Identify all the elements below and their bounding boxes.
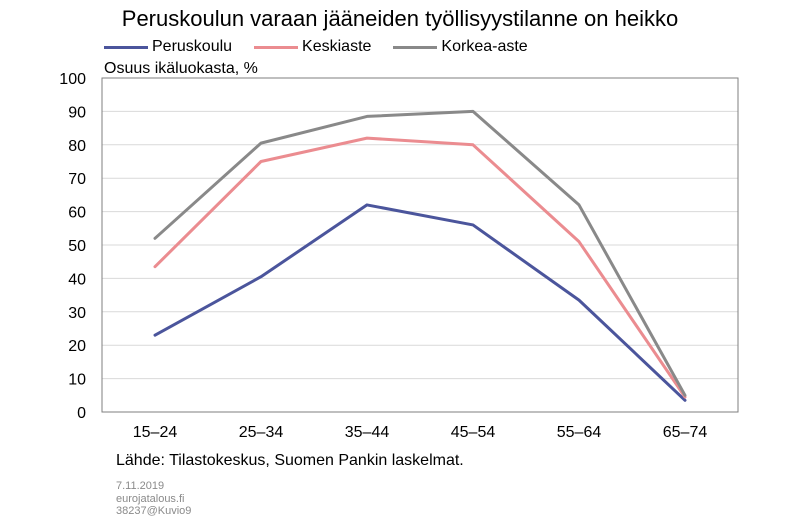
x-tick-label: 45–54 xyxy=(451,424,496,441)
legend-label-korkea-aste: Korkea-aste xyxy=(441,38,528,55)
series-line-peruskoulu xyxy=(153,203,687,402)
legend-label-keskiaste: Keskiaste xyxy=(302,38,372,55)
legend-swatch-keskiaste xyxy=(254,45,299,49)
site-name: eurojatalous.fi xyxy=(116,493,185,505)
tick-label-layer: 0 10 20 30 40 50 60 70 80 90 100 15–24 25–34 35–44 45–… xyxy=(59,71,707,441)
x-tick-label: 35–44 xyxy=(345,424,390,441)
x-tick-label: 65–74 xyxy=(663,424,708,441)
y-tick-label: 70 xyxy=(68,171,86,188)
y-tick-label: 10 xyxy=(68,372,86,389)
legend-swatch-peruskoulu xyxy=(104,45,148,49)
chart-title: Peruskoulun varaan jääneiden työllisyyst… xyxy=(121,6,679,31)
axis-layer xyxy=(101,77,739,413)
publish-date: 7.11.2019 xyxy=(116,480,165,492)
series-line-keskiaste xyxy=(153,136,687,399)
plot-frame xyxy=(101,77,739,413)
y-tick-label: 90 xyxy=(68,104,86,121)
y-tick-label: 20 xyxy=(68,338,86,355)
series-line-korkea-aste xyxy=(153,109,687,397)
legend-label-peruskoulu: Peruskoulu xyxy=(152,38,233,55)
series-layer xyxy=(153,109,687,402)
source-note: Lähde: Tilastokeskus, Suomen Pankin lask… xyxy=(116,452,464,469)
figure-code: 38237@Kuvio9 xyxy=(116,505,192,517)
legend-swatch-korkea-aste xyxy=(393,45,438,49)
y-tick-label: 100 xyxy=(59,71,86,88)
y-tick-label: 50 xyxy=(68,238,86,255)
y-axis-label: Osuus ikäluokasta, % xyxy=(104,60,258,77)
x-tick-label: 55–64 xyxy=(557,424,602,441)
legend-item-korkea-aste: Korkea-aste xyxy=(393,38,528,56)
legend-item-peruskoulu: Peruskoulu xyxy=(104,38,232,56)
y-tick-label: 80 xyxy=(68,138,86,155)
x-tick-label: 25–34 xyxy=(239,424,284,441)
legend-item-keskiaste: Keskiaste xyxy=(254,38,371,56)
y-tick-label: 0 xyxy=(77,405,86,422)
x-tick-label: 15–24 xyxy=(133,424,178,441)
y-tick-label: 40 xyxy=(68,271,86,288)
chart-legend: Peruskoulu Keskiaste Korkea-aste xyxy=(104,37,550,57)
y-tick-label: 30 xyxy=(68,305,86,322)
y-tick-label: 60 xyxy=(68,205,86,222)
